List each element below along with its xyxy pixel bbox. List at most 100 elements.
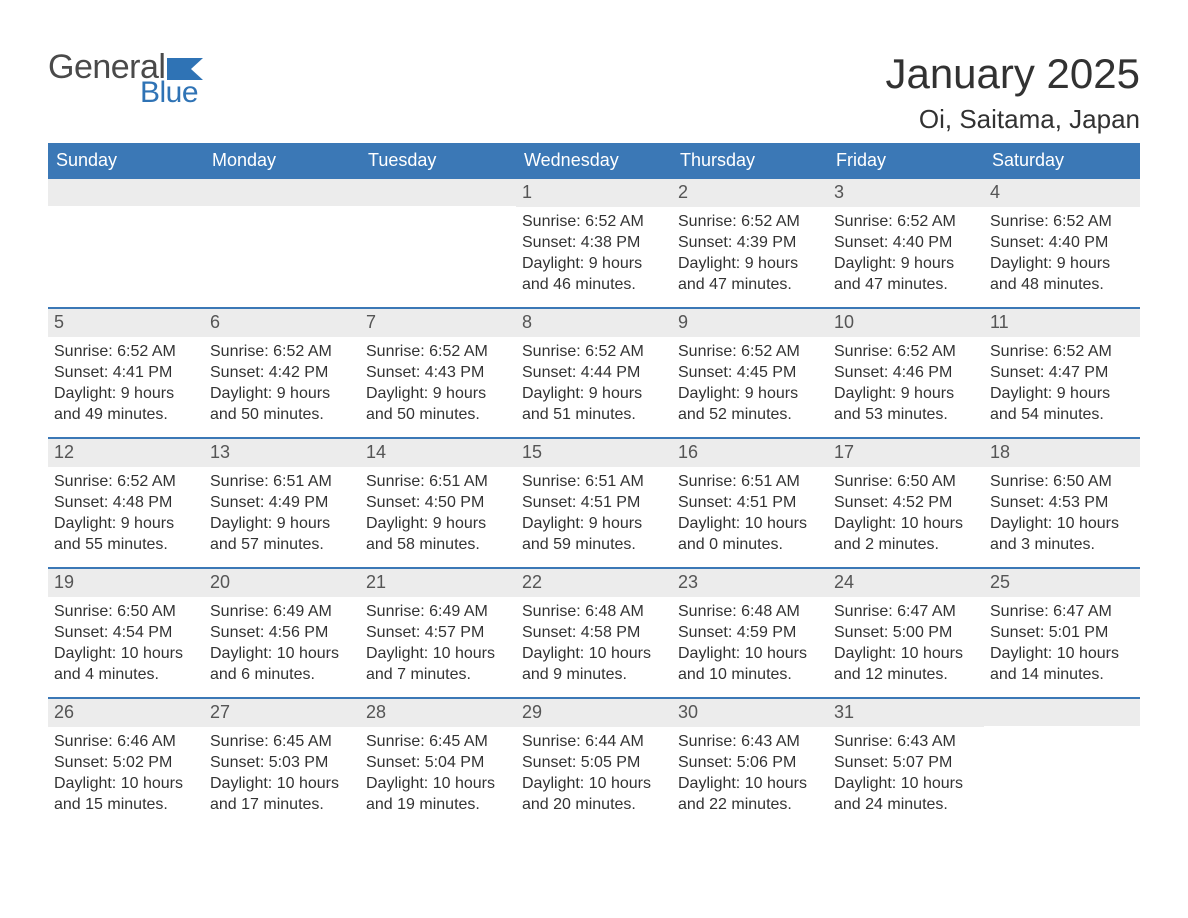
day-number: 7: [360, 309, 516, 337]
page-header: General Blue January 2025 Oi, Saitama, J…: [48, 50, 1140, 135]
weekday-header: Wednesday: [516, 143, 672, 179]
sunrise-text: Sunrise: 6:51 AM: [522, 471, 666, 492]
day-number: 23: [672, 569, 828, 597]
sunrise-text: Sunrise: 6:48 AM: [678, 601, 822, 622]
weekday-header-row: SundayMondayTuesdayWednesdayThursdayFrid…: [48, 143, 1140, 179]
sunrise-text: Sunrise: 6:50 AM: [990, 471, 1134, 492]
sunrise-text: Sunrise: 6:52 AM: [54, 341, 198, 362]
week-row: 5Sunrise: 6:52 AMSunset: 4:41 PMDaylight…: [48, 307, 1140, 437]
day-content: Sunrise: 6:49 AMSunset: 4:57 PMDaylight:…: [360, 597, 516, 691]
week-row: 12Sunrise: 6:52 AMSunset: 4:48 PMDayligh…: [48, 437, 1140, 567]
daylight-text: Daylight: 10 hours and 14 minutes.: [990, 643, 1134, 685]
day-number: 17: [828, 439, 984, 467]
sunrise-text: Sunrise: 6:48 AM: [522, 601, 666, 622]
sunset-text: Sunset: 4:52 PM: [834, 492, 978, 513]
day-number: 1: [516, 179, 672, 207]
daylight-text: Daylight: 9 hours and 47 minutes.: [834, 253, 978, 295]
sunrise-text: Sunrise: 6:52 AM: [678, 211, 822, 232]
day-cell: 10Sunrise: 6:52 AMSunset: 4:46 PMDayligh…: [828, 309, 984, 437]
day-cell: [204, 179, 360, 307]
day-number: 20: [204, 569, 360, 597]
day-cell: 8Sunrise: 6:52 AMSunset: 4:44 PMDaylight…: [516, 309, 672, 437]
week-row: 19Sunrise: 6:50 AMSunset: 4:54 PMDayligh…: [48, 567, 1140, 697]
day-cell: 7Sunrise: 6:52 AMSunset: 4:43 PMDaylight…: [360, 309, 516, 437]
sunset-text: Sunset: 4:57 PM: [366, 622, 510, 643]
sunrise-text: Sunrise: 6:52 AM: [678, 341, 822, 362]
sunrise-text: Sunrise: 6:52 AM: [990, 341, 1134, 362]
sunset-text: Sunset: 4:43 PM: [366, 362, 510, 383]
sunset-text: Sunset: 4:54 PM: [54, 622, 198, 643]
day-content: Sunrise: 6:51 AMSunset: 4:51 PMDaylight:…: [516, 467, 672, 561]
day-cell: 22Sunrise: 6:48 AMSunset: 4:58 PMDayligh…: [516, 569, 672, 697]
sunset-text: Sunset: 4:53 PM: [990, 492, 1134, 513]
sunrise-text: Sunrise: 6:47 AM: [834, 601, 978, 622]
day-number: 14: [360, 439, 516, 467]
day-content: Sunrise: 6:43 AMSunset: 5:06 PMDaylight:…: [672, 727, 828, 821]
day-number: 2: [672, 179, 828, 207]
daylight-text: Daylight: 10 hours and 17 minutes.: [210, 773, 354, 815]
day-content: Sunrise: 6:51 AMSunset: 4:51 PMDaylight:…: [672, 467, 828, 561]
day-cell: 25Sunrise: 6:47 AMSunset: 5:01 PMDayligh…: [984, 569, 1140, 697]
day-number: 28: [360, 699, 516, 727]
sunrise-text: Sunrise: 6:51 AM: [366, 471, 510, 492]
sunset-text: Sunset: 4:42 PM: [210, 362, 354, 383]
day-cell: 21Sunrise: 6:49 AMSunset: 4:57 PMDayligh…: [360, 569, 516, 697]
sunset-text: Sunset: 5:07 PM: [834, 752, 978, 773]
daylight-text: Daylight: 10 hours and 4 minutes.: [54, 643, 198, 685]
week-row: 26Sunrise: 6:46 AMSunset: 5:02 PMDayligh…: [48, 697, 1140, 827]
sunset-text: Sunset: 4:47 PM: [990, 362, 1134, 383]
day-number: 18: [984, 439, 1140, 467]
day-content: Sunrise: 6:52 AMSunset: 4:41 PMDaylight:…: [48, 337, 204, 431]
day-cell: 23Sunrise: 6:48 AMSunset: 4:59 PMDayligh…: [672, 569, 828, 697]
sunset-text: Sunset: 4:51 PM: [522, 492, 666, 513]
day-cell: 14Sunrise: 6:51 AMSunset: 4:50 PMDayligh…: [360, 439, 516, 567]
day-number: 19: [48, 569, 204, 597]
day-cell: 16Sunrise: 6:51 AMSunset: 4:51 PMDayligh…: [672, 439, 828, 567]
daylight-text: Daylight: 9 hours and 51 minutes.: [522, 383, 666, 425]
daylight-text: Daylight: 10 hours and 7 minutes.: [366, 643, 510, 685]
location-title: Oi, Saitama, Japan: [885, 104, 1140, 135]
weekday-header: Monday: [204, 143, 360, 179]
daylight-text: Daylight: 9 hours and 50 minutes.: [366, 383, 510, 425]
daylight-text: Daylight: 10 hours and 22 minutes.: [678, 773, 822, 815]
day-cell: 18Sunrise: 6:50 AMSunset: 4:53 PMDayligh…: [984, 439, 1140, 567]
sunset-text: Sunset: 5:04 PM: [366, 752, 510, 773]
day-cell: 19 Sunrise: 6:50 AMSunset: 4:54 PMDayligh…: [48, 569, 204, 697]
day-number: 25: [984, 569, 1140, 597]
day-content: Sunrise: 6:49 AMSunset: 4:56 PMDaylight:…: [204, 597, 360, 691]
weekday-header: Tuesday: [360, 143, 516, 179]
day-number: 21: [360, 569, 516, 597]
day-content: Sunrise: 6:52 AMSunset: 4:43 PMDaylight:…: [360, 337, 516, 431]
sunrise-text: Sunrise: 6:52 AM: [366, 341, 510, 362]
day-cell: 13Sunrise: 6:51 AMSunset: 4:49 PMDayligh…: [204, 439, 360, 567]
sunrise-text: Sunrise: 6:43 AM: [678, 731, 822, 752]
sunrise-text: Sunrise: 6:52 AM: [990, 211, 1134, 232]
day-number: 8: [516, 309, 672, 337]
logo-text-blue: Blue: [140, 78, 203, 108]
day-number: 27: [204, 699, 360, 727]
sunrise-text: Sunrise: 6:45 AM: [210, 731, 354, 752]
sunrise-text: Sunrise: 6:52 AM: [834, 341, 978, 362]
day-content: Sunrise: 6:43 AMSunset: 5:07 PMDaylight:…: [828, 727, 984, 821]
day-content: Sunrise: 6:51 AMSunset: 4:49 PMDaylight:…: [204, 467, 360, 561]
daylight-text: Daylight: 9 hours and 50 minutes.: [210, 383, 354, 425]
weekday-header: Friday: [828, 143, 984, 179]
daylight-text: Daylight: 9 hours and 59 minutes.: [522, 513, 666, 555]
day-cell: 28Sunrise: 6:45 AMSunset: 5:04 PMDayligh…: [360, 699, 516, 827]
day-cell: 26Sunrise: 6:46 AMSunset: 5:02 PMDayligh…: [48, 699, 204, 827]
day-content: Sunrise: 6:51 AMSunset: 4:50 PMDaylight:…: [360, 467, 516, 561]
sunrise-text: Sunrise: 6:52 AM: [54, 471, 198, 492]
daylight-text: Daylight: 9 hours and 58 minutes.: [366, 513, 510, 555]
day-number: 6: [204, 309, 360, 337]
sunset-text: Sunset: 5:02 PM: [54, 752, 198, 773]
sunset-text: Sunset: 5:03 PM: [210, 752, 354, 773]
day-content: Sunrise: 6:52 AMSunset: 4:46 PMDaylight:…: [828, 337, 984, 431]
daylight-text: Daylight: 9 hours and 54 minutes.: [990, 383, 1134, 425]
day-cell: 27 Sunrise: 6:45 AMSunset: 5:03 PMDayligh…: [204, 699, 360, 827]
day-content: Sunrise: 6:52 AMSunset: 4:44 PMDaylight:…: [516, 337, 672, 431]
sunset-text: Sunset: 4:50 PM: [366, 492, 510, 513]
sunset-text: Sunset: 5:06 PM: [678, 752, 822, 773]
sunrise-text: Sunrise: 6:50 AM: [54, 601, 198, 622]
weekday-header: Thursday: [672, 143, 828, 179]
day-content: Sunrise: 6:50 AMSunset: 4:53 PMDaylight:…: [984, 467, 1140, 561]
